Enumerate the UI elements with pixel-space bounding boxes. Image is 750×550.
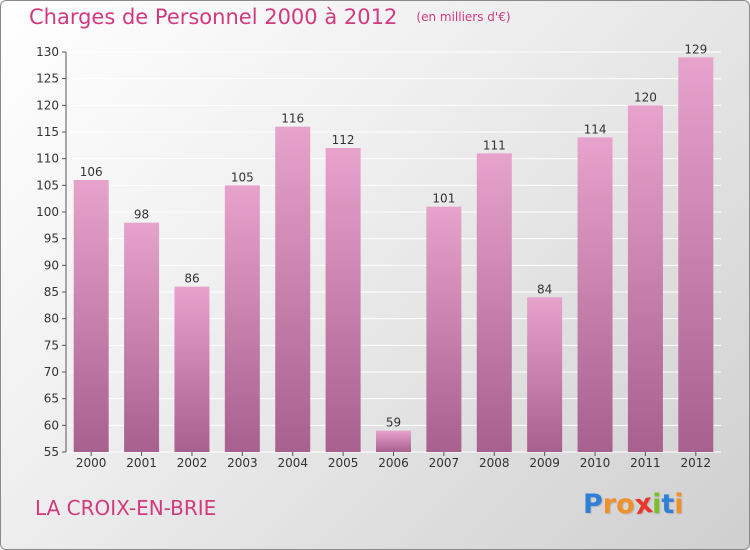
bar-2001 bbox=[124, 222, 160, 452]
brand-letter: i bbox=[652, 489, 662, 520]
x-tick-label-2012: 2012 bbox=[681, 456, 712, 470]
data-label-2004: 116 bbox=[281, 112, 304, 126]
bar-2010 bbox=[577, 137, 613, 453]
bar-2003 bbox=[224, 185, 260, 453]
data-label-2007: 101 bbox=[432, 192, 455, 206]
y-tick-label: 125 bbox=[36, 72, 59, 86]
data-label-2011: 120 bbox=[634, 90, 657, 104]
y-tick-label: 100 bbox=[36, 205, 59, 219]
data-label-2003: 105 bbox=[231, 170, 254, 184]
x-tick-label-2008: 2008 bbox=[479, 456, 510, 470]
chart-subtitle: (en milliers d'€) bbox=[416, 10, 511, 24]
brand-letter: i bbox=[674, 489, 684, 520]
y-tick-label: 65 bbox=[44, 392, 59, 406]
data-label-2010: 114 bbox=[584, 122, 607, 136]
y-tick-label: 120 bbox=[36, 98, 59, 112]
location-label: LA CROIX-EN-BRIE bbox=[35, 496, 217, 520]
data-label-2009: 84 bbox=[537, 282, 552, 296]
y-tick-label: 110 bbox=[36, 152, 59, 166]
data-label-2002: 86 bbox=[184, 272, 199, 286]
brand-letter: P bbox=[583, 489, 603, 520]
bar-2011 bbox=[627, 105, 663, 452]
bar-2012 bbox=[678, 57, 714, 452]
title-row: Charges de Personnel 2000 à 2012 (en mil… bbox=[29, 5, 511, 29]
bar-2005 bbox=[325, 148, 361, 452]
x-tick-label-2005: 2005 bbox=[328, 456, 359, 470]
x-tick-label-2007: 2007 bbox=[429, 456, 460, 470]
data-label-2006: 59 bbox=[386, 416, 401, 430]
y-tick-label: 115 bbox=[36, 125, 59, 139]
data-label-2001: 98 bbox=[134, 208, 149, 222]
y-tick-label: 105 bbox=[36, 178, 59, 192]
y-tick-label: 80 bbox=[44, 312, 59, 326]
brand-logo: Proxiti bbox=[583, 487, 684, 522]
data-label-2005: 112 bbox=[332, 133, 355, 147]
y-axis: 55 60 65 70 75 80 85 90 95 100 105 110 115 120 125 130 bbox=[36, 45, 67, 459]
chart-title: Charges de Personnel 2000 à 2012 bbox=[29, 5, 398, 29]
bar-2000 bbox=[73, 180, 109, 452]
x-tick-label-2003: 2003 bbox=[227, 456, 258, 470]
bar-2006 bbox=[376, 430, 411, 452]
x-tick-label-2001: 2001 bbox=[126, 456, 157, 470]
bar-2008 bbox=[476, 153, 512, 453]
x-tick-label-2010: 2010 bbox=[580, 456, 611, 470]
y-tick-label: 75 bbox=[44, 338, 59, 352]
bar-2007 bbox=[426, 206, 462, 452]
y-tick-label: 90 bbox=[44, 258, 59, 272]
brand-letter: t bbox=[661, 489, 675, 520]
x-tick-label-2002: 2002 bbox=[177, 456, 208, 470]
bar-2004 bbox=[275, 126, 311, 453]
y-tick-label: 85 bbox=[44, 285, 59, 299]
data-label-2000: 106 bbox=[80, 165, 103, 179]
x-tick-label-2011: 2011 bbox=[630, 456, 661, 470]
data-label-2008: 111 bbox=[483, 138, 506, 152]
y-tick-label: 70 bbox=[44, 365, 59, 379]
brand-letter: x bbox=[632, 487, 655, 522]
x-tick-label-2004: 2004 bbox=[277, 456, 308, 470]
x-tick-label-2009: 2009 bbox=[529, 456, 560, 470]
x-tick-label-2006: 2006 bbox=[378, 456, 409, 470]
bar-2002 bbox=[174, 286, 210, 452]
brand-letter: o bbox=[616, 489, 635, 520]
y-tick-label: 130 bbox=[36, 45, 59, 59]
brand-letter: r bbox=[602, 489, 617, 520]
y-tick-label: 55 bbox=[44, 445, 59, 459]
bar-2009 bbox=[527, 297, 563, 452]
bars: 106 98 86 105 116 112 59 101 111 84 114 120 129 bbox=[73, 42, 714, 453]
y-tick-label: 60 bbox=[44, 418, 59, 432]
y-tick-label: 95 bbox=[44, 232, 59, 246]
data-label-2012: 129 bbox=[684, 42, 707, 56]
x-axis-labels: 2000 2001 2002 2003 2004 2005 2006 2007 2008 2009… bbox=[76, 452, 711, 470]
grid-lines bbox=[66, 51, 721, 453]
x-tick-label-2000: 2000 bbox=[76, 456, 107, 470]
